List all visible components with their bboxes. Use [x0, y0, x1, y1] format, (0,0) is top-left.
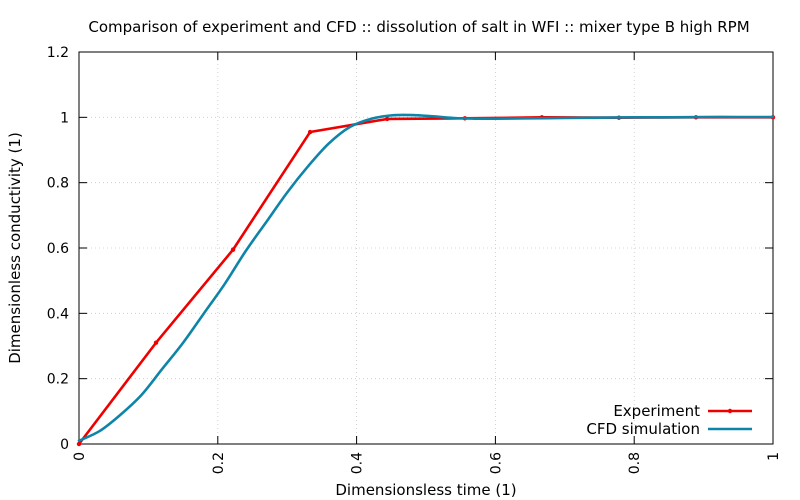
- legend-item: Experiment: [613, 402, 752, 420]
- x-tick-label: 0.6: [488, 452, 504, 474]
- axis-ticks: 0 0.2 0.4 0.6 0.8 1 1.2 0 0.2 0.4 0.6 0.8 1: [47, 45, 782, 474]
- series-line: [77, 116, 775, 446]
- x-tick-label: 1: [766, 452, 782, 461]
- data-point: [76, 441, 82, 447]
- series-0: [76, 115, 776, 447]
- legend-label: Experiment: [613, 402, 700, 420]
- series-1: [77, 113, 775, 443]
- legend-marker: [727, 408, 733, 414]
- x-tick-label: 0.4: [350, 452, 366, 474]
- data-point: [230, 247, 236, 252]
- y-tick-label: 0.4: [47, 306, 69, 322]
- legend-item: CFD simulation: [586, 420, 752, 438]
- legend-label: CFD simulation: [586, 420, 700, 438]
- x-axis-label: Dimensionsless time (1): [335, 481, 516, 499]
- y-tick-label: 0.6: [47, 241, 69, 257]
- data-point: [384, 116, 390, 122]
- y-axis-label: Dimensionless conductivity (1): [6, 132, 24, 364]
- series-layer: [76, 113, 776, 447]
- y-tick-label: 0: [60, 437, 69, 453]
- x-tick-label: 0.8: [627, 452, 643, 474]
- y-tick-label: 0.8: [47, 176, 69, 192]
- chart-title: Comparison of experiment and CFD :: diss…: [88, 18, 749, 36]
- series-line: [77, 113, 775, 443]
- data-point: [307, 129, 313, 135]
- x-tick-label: 0.2: [211, 452, 227, 474]
- y-tick-label: 1: [60, 110, 69, 126]
- y-tick-label: 0.2: [47, 372, 69, 388]
- x-tick-label: 0: [72, 452, 88, 461]
- data-point: [153, 340, 159, 345]
- y-tick-label: 1.2: [47, 45, 69, 61]
- grid: [79, 52, 773, 444]
